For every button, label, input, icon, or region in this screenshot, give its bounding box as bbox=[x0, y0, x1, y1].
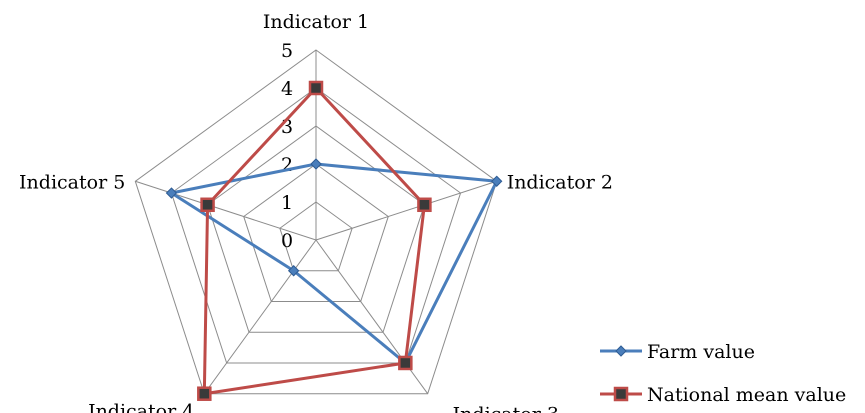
category-label-3: Indicator 3 bbox=[453, 404, 559, 413]
spoke-5 bbox=[135, 180, 317, 241]
data-point-s1-4 bbox=[287, 265, 300, 277]
legend-label-2: National mean value bbox=[647, 384, 846, 406]
category-label-4: Indicator 4 bbox=[88, 401, 194, 413]
legend-label-1: Farm value bbox=[647, 341, 755, 363]
data-point-s2-3 bbox=[398, 355, 413, 371]
tick-label-4: 4 bbox=[281, 78, 293, 100]
legend-item-2: National mean value bbox=[600, 384, 846, 406]
data-point-s1-5 bbox=[165, 187, 178, 199]
series-2 bbox=[197, 80, 432, 401]
series-1 bbox=[165, 158, 503, 369]
series-group bbox=[165, 80, 503, 401]
tick-label-0: 0 bbox=[281, 230, 293, 252]
category-axis-labels: Indicator 1 Indicator 2 Indicator 3 Indicat… bbox=[19, 11, 613, 413]
grid-ring-5 bbox=[134, 49, 498, 395]
tick-label-1: 1 bbox=[281, 192, 293, 214]
legend-marker-2 bbox=[613, 386, 629, 402]
category-label-1: Indicator 1 bbox=[263, 11, 369, 33]
grid-ring-3 bbox=[206, 125, 426, 333]
legend-item-1: Farm value bbox=[600, 341, 755, 363]
series-line-2 bbox=[202, 86, 426, 396]
spoke-2 bbox=[315, 180, 497, 241]
data-point-s2-2 bbox=[417, 197, 432, 213]
category-label-5: Indicator 5 bbox=[19, 171, 125, 193]
tick-label-2: 2 bbox=[281, 154, 293, 176]
grid-ring-2 bbox=[243, 163, 389, 302]
series-line-1 bbox=[169, 162, 499, 365]
legend-marker-1 bbox=[615, 345, 627, 357]
spoke-4 bbox=[203, 239, 317, 395]
grid-ring-1 bbox=[279, 201, 353, 272]
category-label-2: Indicator 2 bbox=[507, 171, 613, 193]
tick-label-5: 5 bbox=[281, 40, 293, 62]
legend: Farm value National mean value bbox=[600, 341, 846, 406]
radar-spokes bbox=[135, 50, 497, 395]
data-point-s1-1 bbox=[310, 158, 322, 170]
data-point-s1-2 bbox=[490, 175, 503, 187]
data-point-s2-5 bbox=[200, 197, 215, 213]
data-point-s2-4 bbox=[197, 386, 212, 401]
data-point-s2-1 bbox=[308, 80, 324, 96]
